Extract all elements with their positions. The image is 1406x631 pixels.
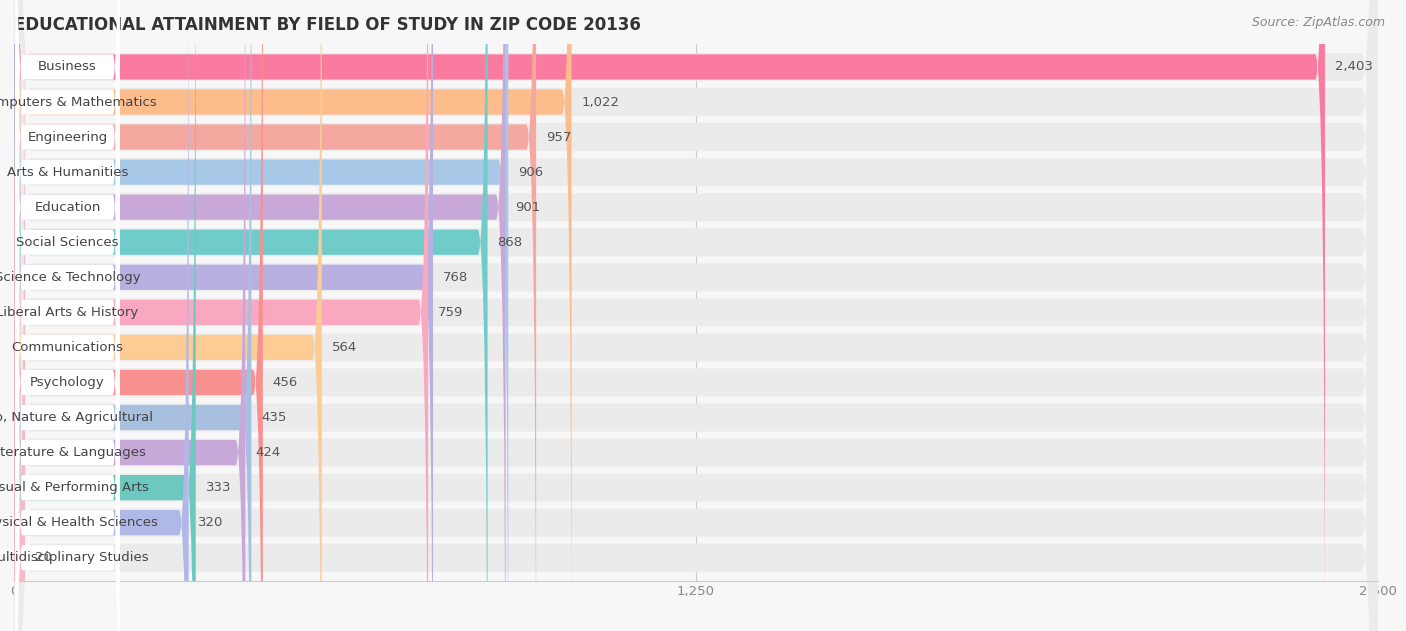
Text: Computers & Mathematics: Computers & Mathematics xyxy=(0,95,156,109)
Text: 868: 868 xyxy=(498,236,523,249)
Text: 768: 768 xyxy=(443,271,468,284)
FancyBboxPatch shape xyxy=(15,0,120,615)
FancyBboxPatch shape xyxy=(14,0,1378,631)
FancyBboxPatch shape xyxy=(14,0,1378,631)
FancyBboxPatch shape xyxy=(14,0,1378,631)
FancyBboxPatch shape xyxy=(15,150,120,631)
FancyBboxPatch shape xyxy=(15,115,120,631)
Text: 435: 435 xyxy=(262,411,287,424)
FancyBboxPatch shape xyxy=(15,0,120,631)
Text: 564: 564 xyxy=(332,341,357,354)
Text: 320: 320 xyxy=(198,516,224,529)
FancyBboxPatch shape xyxy=(15,80,120,631)
Text: Engineering: Engineering xyxy=(27,131,108,144)
Text: 2,403: 2,403 xyxy=(1334,61,1372,73)
Text: Psychology: Psychology xyxy=(30,376,105,389)
FancyBboxPatch shape xyxy=(14,0,25,631)
FancyBboxPatch shape xyxy=(14,0,1378,631)
Text: EDUCATIONAL ATTAINMENT BY FIELD OF STUDY IN ZIP CODE 20136: EDUCATIONAL ATTAINMENT BY FIELD OF STUDY… xyxy=(14,16,641,34)
Text: Bio, Nature & Agricultural: Bio, Nature & Agricultural xyxy=(0,411,153,424)
FancyBboxPatch shape xyxy=(14,0,1378,631)
Text: Literature & Languages: Literature & Languages xyxy=(0,446,146,459)
FancyBboxPatch shape xyxy=(14,0,195,631)
FancyBboxPatch shape xyxy=(14,0,506,631)
FancyBboxPatch shape xyxy=(14,0,1378,631)
FancyBboxPatch shape xyxy=(14,0,509,631)
FancyBboxPatch shape xyxy=(15,9,120,631)
FancyBboxPatch shape xyxy=(14,0,1378,631)
FancyBboxPatch shape xyxy=(14,0,1378,631)
FancyBboxPatch shape xyxy=(14,0,488,631)
FancyBboxPatch shape xyxy=(14,0,1378,631)
Text: 901: 901 xyxy=(516,201,541,214)
Text: Education: Education xyxy=(34,201,101,214)
FancyBboxPatch shape xyxy=(15,0,120,510)
Text: 1,022: 1,022 xyxy=(582,95,620,109)
FancyBboxPatch shape xyxy=(14,0,1378,631)
FancyBboxPatch shape xyxy=(14,0,252,631)
FancyBboxPatch shape xyxy=(14,0,572,631)
FancyBboxPatch shape xyxy=(15,0,120,631)
FancyBboxPatch shape xyxy=(14,0,536,631)
FancyBboxPatch shape xyxy=(15,0,120,631)
Text: 906: 906 xyxy=(519,165,543,179)
FancyBboxPatch shape xyxy=(14,0,1378,631)
Text: Source: ZipAtlas.com: Source: ZipAtlas.com xyxy=(1251,16,1385,29)
Text: Arts & Humanities: Arts & Humanities xyxy=(7,165,128,179)
FancyBboxPatch shape xyxy=(14,0,322,631)
Text: Liberal Arts & History: Liberal Arts & History xyxy=(0,306,139,319)
FancyBboxPatch shape xyxy=(14,0,1378,631)
FancyBboxPatch shape xyxy=(15,0,120,580)
FancyBboxPatch shape xyxy=(14,0,1378,631)
FancyBboxPatch shape xyxy=(14,0,427,631)
FancyBboxPatch shape xyxy=(15,0,120,631)
FancyBboxPatch shape xyxy=(14,0,1378,631)
Text: Physical & Health Sciences: Physical & Health Sciences xyxy=(0,516,157,529)
FancyBboxPatch shape xyxy=(14,0,263,631)
FancyBboxPatch shape xyxy=(14,0,246,631)
FancyBboxPatch shape xyxy=(14,0,433,631)
FancyBboxPatch shape xyxy=(15,0,120,631)
FancyBboxPatch shape xyxy=(14,0,188,631)
Text: Business: Business xyxy=(38,61,97,73)
FancyBboxPatch shape xyxy=(15,45,120,631)
Text: 957: 957 xyxy=(546,131,571,144)
Text: 20: 20 xyxy=(35,551,52,564)
Text: 759: 759 xyxy=(437,306,464,319)
Text: 333: 333 xyxy=(205,481,231,494)
FancyBboxPatch shape xyxy=(14,0,1324,631)
Text: Social Sciences: Social Sciences xyxy=(17,236,118,249)
FancyBboxPatch shape xyxy=(14,0,1378,631)
Text: Visual & Performing Arts: Visual & Performing Arts xyxy=(0,481,149,494)
FancyBboxPatch shape xyxy=(15,0,120,545)
Text: Communications: Communications xyxy=(11,341,124,354)
Text: 424: 424 xyxy=(254,446,280,459)
Text: 456: 456 xyxy=(273,376,298,389)
Text: Multidisciplinary Studies: Multidisciplinary Studies xyxy=(0,551,149,564)
FancyBboxPatch shape xyxy=(15,0,120,475)
Text: Science & Technology: Science & Technology xyxy=(0,271,141,284)
